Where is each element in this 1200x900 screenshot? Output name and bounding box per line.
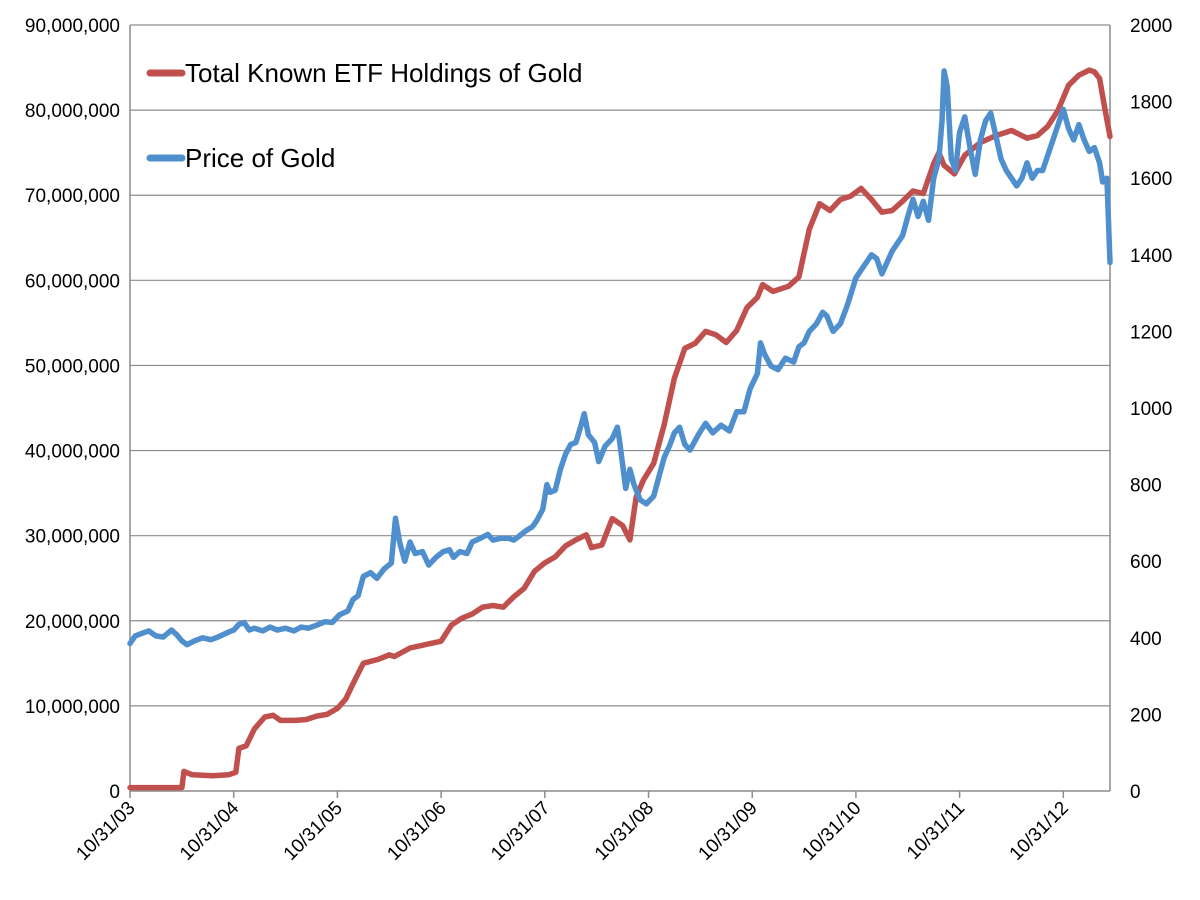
left-tick-label: 20,000,000: [25, 612, 120, 633]
right-tick-label: 1400: [1130, 246, 1172, 267]
right-tick-label: 1000: [1130, 399, 1172, 420]
gold-price-line: [127, 68, 1113, 648]
right-tick-label: 400: [1130, 629, 1162, 650]
right-tick-label: 1800: [1130, 93, 1172, 114]
right-tick-label: 200: [1130, 705, 1162, 726]
left-tick-label: 70,000,000: [25, 186, 120, 207]
left-tick-label: 30,000,000: [25, 527, 120, 548]
axes: [129, 25, 1111, 798]
left-tick-label: 0: [109, 782, 120, 803]
series-lines: [127, 67, 1113, 791]
legend-label-price: Price of Gold: [185, 143, 335, 173]
left-tick-label: 40,000,000: [25, 442, 120, 463]
left-tick-label: 80,000,000: [25, 101, 120, 122]
right-axis-tick-labels: 0 200 400 600 800 1000 1200 1400 1600 1800 2000: [1130, 16, 1172, 803]
right-tick-label: 600: [1130, 552, 1162, 573]
left-axis-tick-labels: 0 10,000,000 20,000,000 30,000,000 40,000,00…: [25, 16, 120, 803]
right-tick-label: 2000: [1130, 16, 1172, 37]
left-tick-label: 60,000,000: [25, 271, 120, 292]
etf-holdings-line: [127, 67, 1113, 791]
right-tick-label: 1200: [1130, 322, 1172, 343]
right-tick-label: 1600: [1130, 169, 1172, 190]
legend-label-etf: Total Known ETF Holdings of Gold: [185, 58, 582, 88]
right-tick-label: 800: [1130, 476, 1162, 497]
left-tick-label: 50,000,000: [25, 356, 120, 377]
right-tick-label: 0: [1130, 782, 1141, 803]
gridlines: [130, 24, 1110, 707]
legend: Total Known ETF Holdings of Gold Price of…: [146, 58, 582, 173]
left-tick-label: 10,000,000: [25, 697, 120, 718]
left-tick-label: 90,000,000: [25, 16, 120, 37]
